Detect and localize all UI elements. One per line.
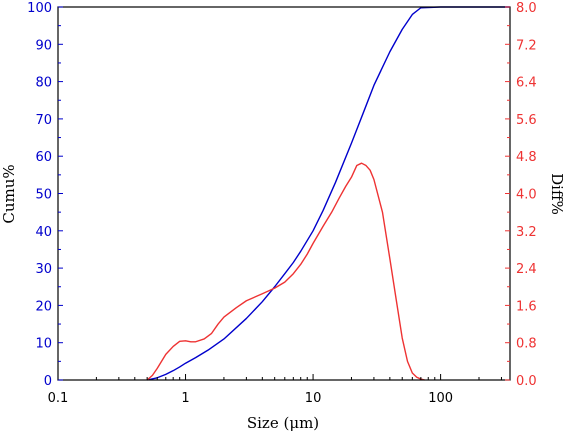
y-left-tick-label: 50 bbox=[35, 188, 52, 203]
plot-frame bbox=[57, 6, 511, 381]
y-left-tick-label: 90 bbox=[35, 38, 52, 53]
x-tick-label: 0.1 bbox=[48, 391, 69, 406]
y-axis-left-label: Cumu% bbox=[0, 164, 18, 223]
y-axis-right-label: Diff% bbox=[548, 173, 566, 215]
y-left-tick-label: 100 bbox=[27, 1, 52, 16]
y-left-tick-label: 0 bbox=[44, 374, 52, 389]
differential-curve bbox=[146, 162, 425, 381]
x-axis-label: Size (μm) bbox=[247, 414, 319, 432]
y-axis-right: 0.0 0.8 1.6 2.4 3.2 4.0 4.8 5.6 6.4 7.2 8.0 bbox=[505, 1, 537, 389]
x-axis: 0.1 1 10 100 bbox=[48, 374, 502, 406]
y-left-tick-label: 10 bbox=[35, 337, 52, 352]
y-left-tick-label: 30 bbox=[35, 262, 52, 277]
y-left-tick-label: 70 bbox=[35, 113, 52, 128]
y-right-tick-label: 8.0 bbox=[516, 1, 537, 16]
y-right-tick-label: 0.8 bbox=[516, 337, 537, 352]
y-right-tick-label: 4.0 bbox=[516, 188, 537, 203]
curves-layer bbox=[146, 6, 510, 381]
y-right-tick-label: 3.2 bbox=[516, 225, 537, 240]
y-right-tick-label: 5.6 bbox=[516, 113, 537, 128]
y-right-tick-label: 7.2 bbox=[516, 38, 537, 53]
y-left-tick-label: 40 bbox=[35, 225, 52, 240]
y-left-tick-label: 80 bbox=[35, 76, 52, 91]
x-tick-label: 10 bbox=[305, 391, 322, 406]
y-left-tick-label: 20 bbox=[35, 299, 52, 314]
y-right-tick-label: 1.6 bbox=[516, 299, 537, 314]
cumulative-curve bbox=[146, 6, 510, 381]
y-right-tick-label: 2.4 bbox=[516, 262, 537, 277]
y-axis-left: 0 10 20 30 40 50 60 70 80 90 100 bbox=[27, 1, 63, 389]
y-right-tick-label: 4.8 bbox=[516, 150, 537, 165]
x-tick-label: 1 bbox=[181, 391, 189, 406]
y-right-tick-label: 0.0 bbox=[516, 374, 537, 389]
x-tick-label: 100 bbox=[428, 391, 453, 406]
y-right-tick-label: 6.4 bbox=[516, 76, 537, 91]
y-left-tick-label: 60 bbox=[35, 150, 52, 165]
